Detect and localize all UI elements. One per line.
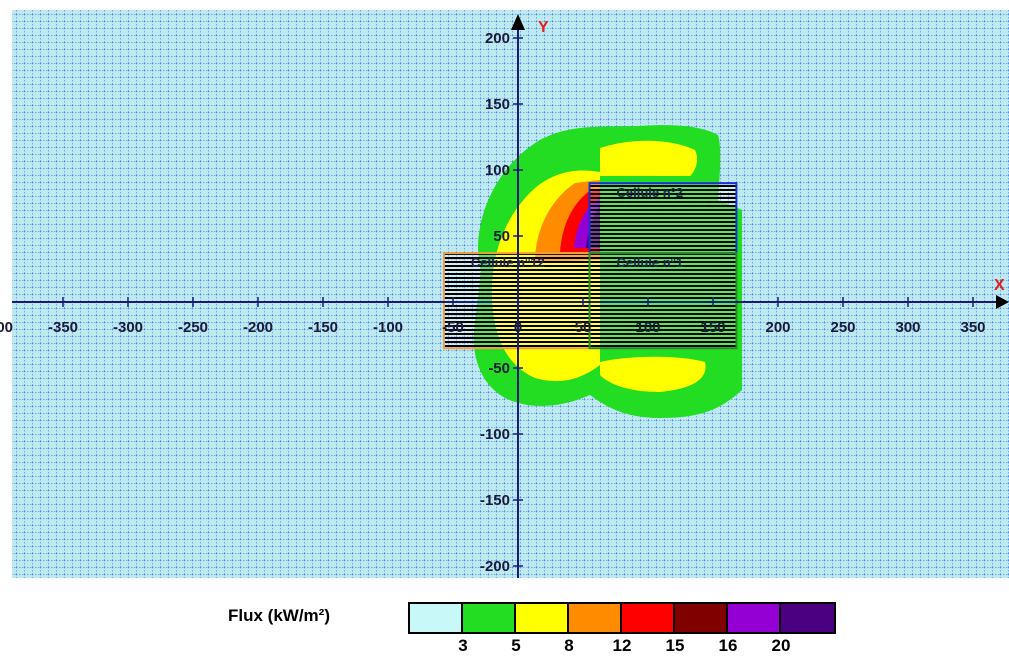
y-tick-label: -100 — [480, 426, 510, 443]
y-tick-label: -200 — [480, 558, 510, 575]
x-tick-label: -100 — [373, 319, 403, 336]
legend-swatch — [622, 604, 675, 632]
cell-label: Cellule n°12 — [471, 255, 545, 270]
legend-swatch — [463, 604, 516, 632]
x-tick-label: 300 — [895, 319, 920, 336]
legend-value: 16 — [718, 636, 738, 655]
x-tick-label: -400 — [0, 319, 13, 336]
x-axis-arrow — [996, 295, 1009, 309]
legend-value: 3 — [458, 636, 468, 655]
x-tick-label: -200 — [243, 319, 273, 336]
cell-3[interactable]: Cellule n°1 — [588, 252, 738, 350]
cells-layer: Cellule n°2 Cellule n°12 Cellule n°1 — [442, 182, 738, 350]
legend-swatch — [675, 604, 728, 632]
cell-outline — [588, 182, 738, 255]
legend-swatch — [781, 604, 834, 632]
x-axis-letter: X — [994, 277, 1005, 294]
y-tick-label: 150 — [485, 96, 510, 113]
y-tick-label: -50 — [488, 360, 510, 377]
x-tick-label: 50 — [575, 319, 592, 336]
y-axis-arrow — [511, 14, 525, 30]
flux-map-plot: Cellule n°2 Cellule n°12 Cellule n°1 X Y -40… — [0, 10, 1009, 578]
legend-value: 12 — [612, 636, 632, 655]
x-tick-label: 0 — [514, 319, 522, 336]
cell-label: Cellule n°1 — [617, 255, 684, 270]
x-tick-label: -300 — [113, 319, 143, 336]
x-tick-label: -50 — [442, 319, 464, 336]
legend-value: 8 — [564, 636, 574, 655]
legend-swatch — [728, 604, 781, 632]
x-tick-label: 100 — [635, 319, 660, 336]
legend-color-bar — [408, 602, 836, 634]
x-tick-label: 250 — [830, 319, 855, 336]
legend-title: Flux (kW/m²) — [228, 606, 330, 625]
x-tick-label: 200 — [765, 319, 790, 336]
x-tick-label: -250 — [178, 319, 208, 336]
y-tick-label: 50 — [493, 228, 510, 245]
cell-1[interactable]: Cellule n°2 — [588, 182, 738, 255]
x-tick-label: -350 — [48, 319, 78, 336]
legend-value: 5 — [511, 636, 521, 655]
y-tick-label: 200 — [485, 30, 510, 47]
legend-value: 20 — [771, 636, 791, 655]
legend-swatch — [569, 604, 622, 632]
cell-outline — [588, 252, 738, 350]
legend-swatch — [516, 604, 569, 632]
flux-zone-5-bottom — [600, 356, 706, 392]
axes-layer: X Y -400 -350 -300 -250 -200 -150 -100 -50 0 50 100 1… — [0, 14, 1009, 578]
x-tick-label: -150 — [308, 319, 338, 336]
y-tick-label: 100 — [485, 162, 510, 179]
legend-swatch — [410, 604, 463, 632]
x-tick-label: 150 — [700, 319, 725, 336]
legend-value: 15 — [665, 636, 685, 655]
y-axis-letter: Y — [538, 19, 549, 36]
flux-legend: Flux (kW/m²) 3 5 8 12 15 16 20 — [228, 597, 868, 659]
y-tick-label: -150 — [480, 492, 510, 509]
flux-zone-5-top — [600, 140, 698, 176]
cell-label: Cellule n°2 — [617, 185, 684, 200]
x-tick-label: 350 — [960, 319, 985, 336]
